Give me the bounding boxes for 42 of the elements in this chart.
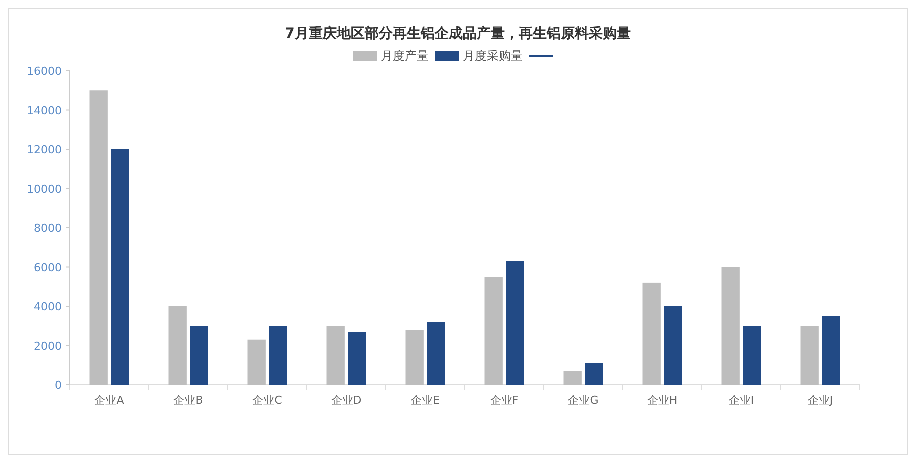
- y-tick-label: 6000: [34, 261, 62, 274]
- x-tick-label: 企业B: [174, 394, 204, 407]
- y-tick-label: 10000: [27, 182, 62, 196]
- x-tick-label: 企业A: [94, 394, 125, 407]
- y-tick-label: 0: [55, 379, 62, 392]
- bar: [111, 150, 130, 385]
- bar: [248, 340, 266, 385]
- bar: [664, 306, 682, 385]
- x-tick-label: 企业F: [490, 394, 519, 407]
- bar: [427, 322, 446, 385]
- y-tick-label: 16000: [27, 65, 62, 78]
- bar: [348, 332, 366, 385]
- legend-label: 月度采购量: [463, 49, 523, 63]
- y-tick-label: 4000: [34, 300, 62, 314]
- x-tick-label: 企业J: [808, 394, 834, 407]
- bar: [743, 326, 762, 385]
- bar: [585, 363, 604, 385]
- bar: [506, 261, 524, 385]
- y-tick-label: 2000: [34, 340, 62, 353]
- x-tick-label: 企业C: [252, 394, 283, 407]
- x-tick-label: 企业G: [568, 394, 599, 407]
- x-tick-label: 企业H: [647, 394, 678, 407]
- bar: [406, 330, 424, 385]
- x-tick-label: 企业I: [728, 394, 754, 407]
- y-tick-label: 12000: [27, 144, 62, 156]
- x-tick-label: 企业E: [411, 394, 440, 407]
- chart-title: 7月重庆地区部分再生铝企成品产量，再生铝原料采购量: [285, 25, 631, 42]
- y-tick-label: 14000: [27, 104, 62, 118]
- bar: [822, 316, 840, 385]
- bar: [800, 326, 819, 385]
- x-tick-label: 企业D: [331, 394, 362, 407]
- bar: [269, 326, 288, 385]
- bar: [722, 267, 740, 385]
- bar: [168, 306, 187, 385]
- bar: [564, 371, 582, 385]
- y-tick-label: 8000: [34, 222, 62, 235]
- legend-label: 月度产量: [381, 49, 429, 63]
- bar: [642, 282, 661, 385]
- bar: [326, 326, 345, 385]
- bar: [484, 277, 503, 385]
- bar: [190, 326, 208, 385]
- bar: [90, 90, 108, 385]
